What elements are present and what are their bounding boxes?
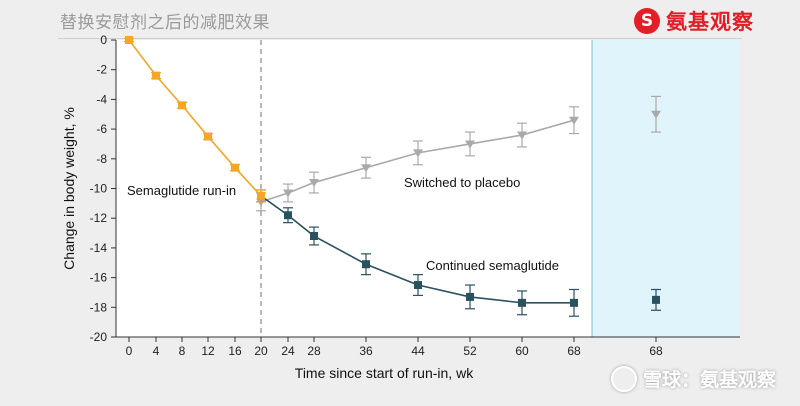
placebo-annotation: Switched to placebo [404,175,520,190]
final-estimate-band [592,40,740,337]
placebo-point [413,149,423,158]
runin-point [152,71,160,80]
runin-point [257,191,265,200]
x-tick-label: 20 [254,344,268,358]
semaglutide-point [362,260,370,269]
x-tick-label: 60 [515,344,529,358]
x-tick-label: 52 [463,344,477,358]
semaglutide-annotation: Continued semaglutide [426,258,559,273]
brand-logo: S 氨基观察 [634,6,754,36]
brand-name: 氨基观察 [666,10,754,34]
y-tick-label: -6 [96,122,107,136]
y-tick-label: -4 [96,92,107,106]
placebo-final-point [651,110,661,119]
x-tick-label: 36 [359,344,373,358]
snowball-icon [610,365,637,392]
runin-point [178,101,186,110]
x-tick-label: 8 [179,344,186,358]
x-tick-label: 28 [307,344,321,358]
x-axis-label: Time since start of run-in, wk [295,365,474,381]
placebo-point [569,116,579,125]
x-tick-label: 12 [201,344,215,358]
runin-point [204,132,212,141]
y-axis-label: Change in body weight, % [61,107,77,270]
y-tick-label: -8 [96,152,107,166]
y-tick-label: -18 [90,300,108,314]
watermark: 雪球：氨基观察 [610,365,776,392]
x-tick-label: 16 [228,344,242,358]
placebo-line [260,119,575,203]
x-tick-label: 4 [153,344,160,358]
semaglutide-point [570,298,578,307]
x-tick-label: 24 [281,344,295,358]
semaglutide-line [260,195,574,304]
placebo-point [283,189,293,198]
semaglutide-point [518,298,526,307]
brand-mark-icon: S [634,8,660,34]
runin-annotation: Semaglutide run-in [127,183,236,198]
title-divider [58,38,742,39]
y-tick-label: -10 [90,182,108,196]
y-tick-label: -14 [90,241,108,255]
x-tick-label: 44 [411,344,425,358]
y-tick-label: -12 [90,211,108,225]
y-tick-label: -20 [90,330,108,344]
placebo-point [465,140,475,149]
semaglutide-final-point [652,295,660,304]
y-tick-label: 0 [100,33,107,47]
x-tick-label: 68 [649,344,663,358]
semaglutide-point [284,211,292,220]
x-tick-label: 0 [126,344,133,358]
runin-line [128,39,262,197]
semaglutide-point [310,232,318,241]
y-tick-label: -16 [90,271,108,285]
y-tick-label: -2 [96,63,107,77]
semaglutide-point [466,292,474,301]
placebo-point [309,179,319,188]
watermark-text: 雪球：氨基观察 [642,369,776,391]
runin-point [231,163,239,172]
placebo-point [517,131,527,140]
semaglutide-point [414,281,422,290]
placebo-point [361,164,371,173]
x-tick-label: 68 [567,344,581,358]
slide-title: 替换安慰剂之后的减肥效果 [60,13,270,33]
runin-point [125,36,133,44]
